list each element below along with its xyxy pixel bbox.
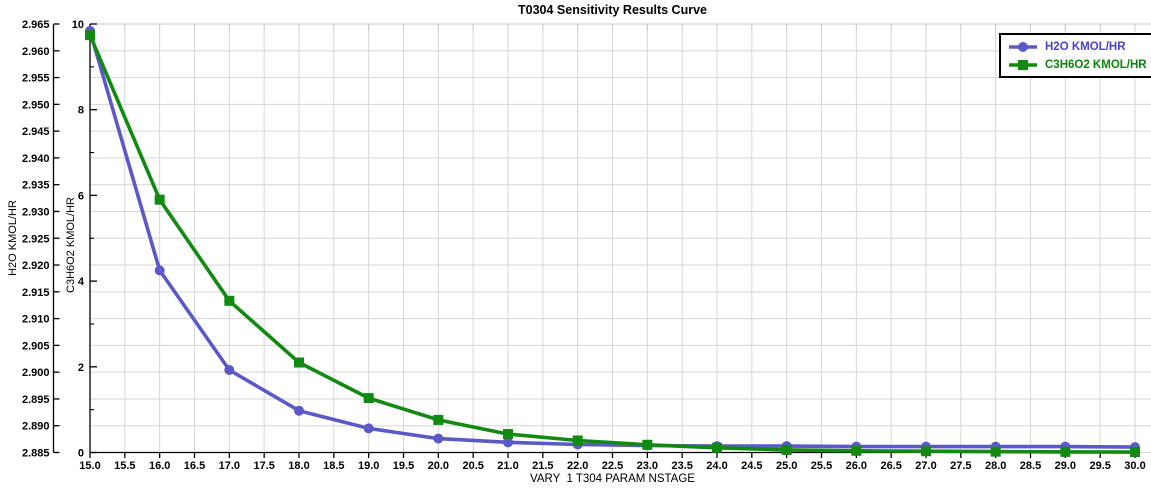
inner-y-axis-tick-label: 10 xyxy=(72,19,84,31)
legend-label-h2o: H2O KMOL/HR xyxy=(1045,40,1126,53)
x-axis-title: VARY 1 T304 PARAM NSTAGE xyxy=(530,473,695,485)
chart-title: T0304 Sensitivity Results Curve xyxy=(518,3,707,17)
c3h6o2-line-square-marker-icon xyxy=(1009,59,1037,70)
c3h6o2-series-marker xyxy=(503,429,513,440)
outer-y-axis-tick-label: 2.950 xyxy=(22,99,50,111)
x-axis-tick-label: 21.0 xyxy=(497,460,518,472)
c3h6o2-series-marker xyxy=(851,445,862,456)
x-axis-tick-label: 25.5 xyxy=(811,460,832,472)
x-axis-tick-label: 30.0 xyxy=(1124,460,1145,472)
outer-y-axis-tick-label: 2.905 xyxy=(22,340,50,352)
c3h6o2-series-marker xyxy=(642,439,653,450)
outer-y-axis-tick-label: 2.925 xyxy=(22,233,50,245)
c3h6o2-series-marker xyxy=(294,357,304,368)
legend-label-c3h6o2: C3H6O2 KMOL/HR xyxy=(1045,58,1147,71)
x-axis-tick-label: 16.0 xyxy=(149,460,170,472)
h2o-series-marker xyxy=(503,437,513,448)
x-axis-tick-label: 22.0 xyxy=(567,460,588,472)
h2o-line-circle-marker-icon xyxy=(1009,41,1037,52)
outer-y-axis-tick-label: 2.900 xyxy=(22,367,50,379)
legend: H2O KMOL/HR C3H6O2 KMOL/HR xyxy=(999,33,1151,78)
x-axis-tick-label: 25.0 xyxy=(776,460,797,472)
x-axis-tick-label: 16.5 xyxy=(184,460,205,472)
c3h6o2-series-marker xyxy=(712,442,722,453)
inner-y-axis-tick-label: 6 xyxy=(78,190,84,202)
c3h6o2-series-marker xyxy=(990,446,1001,457)
outer-y-axis-tick-label: 2.915 xyxy=(22,287,50,299)
h2o-series-marker xyxy=(294,405,304,416)
h2o-series-marker xyxy=(433,433,444,444)
inner-y-axis-tick-label: 8 xyxy=(78,105,84,117)
h2o-series-line xyxy=(88,29,1137,449)
outer-y-axis-tick-label: 2.965 xyxy=(22,19,50,31)
x-axis-tick-label: 15.0 xyxy=(79,460,100,472)
x-axis-tick-label: 20.5 xyxy=(462,460,483,472)
outer-y-axis-tick-label: 2.955 xyxy=(22,73,50,85)
c3h6o2-series-marker xyxy=(781,444,792,455)
x-axis-tick-label: 17.5 xyxy=(253,460,274,472)
x-axis-tick-label: 20.0 xyxy=(428,460,449,472)
x-axis-tick-label: 18.0 xyxy=(288,460,309,472)
x-axis-tick-label: 26.0 xyxy=(846,460,867,472)
x-axis-tick-label: 27.5 xyxy=(950,460,971,472)
inner-y-axis-tick-label: 0 xyxy=(78,448,84,460)
x-axis-tick-label: 26.5 xyxy=(880,460,901,472)
outer-y-axis-tick-label: 2.920 xyxy=(22,260,50,272)
x-axis-tick-label: 28.5 xyxy=(1020,460,1041,472)
outer-y-axis-tick-label: 2.885 xyxy=(22,448,50,460)
x-axis-tick-label: 29.5 xyxy=(1089,460,1110,472)
outer-y-axis-tick-label: 2.940 xyxy=(22,153,50,165)
x-axis-tick-label: 28.0 xyxy=(985,460,1006,472)
x-axis-tick-label: 23.5 xyxy=(671,460,692,472)
x-axis-tick-label: 19.5 xyxy=(393,460,414,472)
c3h6o2-series-marker xyxy=(572,435,583,446)
x-axis-tick-label: 21.5 xyxy=(532,460,553,472)
inner-y-axis-title: C3H6O2 KMOL/HR xyxy=(65,197,77,293)
outer-y-axis-tick-label: 2.935 xyxy=(22,180,50,192)
inner-y-axis-tick-label: 4 xyxy=(78,276,85,288)
x-axis-tick-label: 22.5 xyxy=(602,460,623,472)
outer-y-axis-tick-label: 2.890 xyxy=(22,421,50,433)
x-axis-tick-label: 24.5 xyxy=(741,460,762,472)
x-axis-tick-label: 17.0 xyxy=(219,460,240,472)
outer-y-axis-tick-label: 2.910 xyxy=(22,314,50,326)
c3h6o2-series-marker xyxy=(433,414,444,425)
x-axis-tick-label: 27.0 xyxy=(915,460,936,472)
x-axis-tick-label: 18.5 xyxy=(323,460,344,472)
outer-y-axis-tick-label: 2.930 xyxy=(22,206,50,218)
c3h6o2-series-marker xyxy=(1130,447,1140,458)
h2o-series-marker xyxy=(154,265,165,276)
c3h6o2-series-marker xyxy=(921,446,931,457)
x-axis-tick-label: 15.5 xyxy=(114,460,135,472)
c3h6o2-series-marker xyxy=(363,393,374,404)
outer-y-axis-tick-label: 2.895 xyxy=(22,394,50,406)
h2o-series-marker xyxy=(363,423,374,434)
x-axis-tick-label: 24.0 xyxy=(706,460,727,472)
c3h6o2-series-line xyxy=(88,33,1137,454)
legend-item-c3h6o2: C3H6O2 KMOL/HR xyxy=(1008,57,1147,72)
outer-y-axis-title: H2O KMOL/HR xyxy=(7,200,19,276)
c3h6o2-series-marker xyxy=(1060,446,1071,457)
x-axis-tick-label: 29.0 xyxy=(1055,460,1076,472)
outer-y-axis-tick-label: 2.945 xyxy=(22,126,50,138)
c3h6o2-series-marker xyxy=(224,295,235,306)
inner-y-axis-tick-label: 2 xyxy=(78,362,84,374)
x-axis-tick-label: 23.0 xyxy=(637,460,658,472)
c3h6o2-series-marker xyxy=(154,194,165,205)
legend-item-h2o: H2O KMOL/HR xyxy=(1008,39,1147,54)
h2o-series-marker xyxy=(224,365,235,376)
outer-y-axis-tick-label: 2.960 xyxy=(22,46,50,58)
c3h6o2-series-marker xyxy=(85,30,95,41)
x-axis-tick-label: 19.0 xyxy=(358,460,379,472)
